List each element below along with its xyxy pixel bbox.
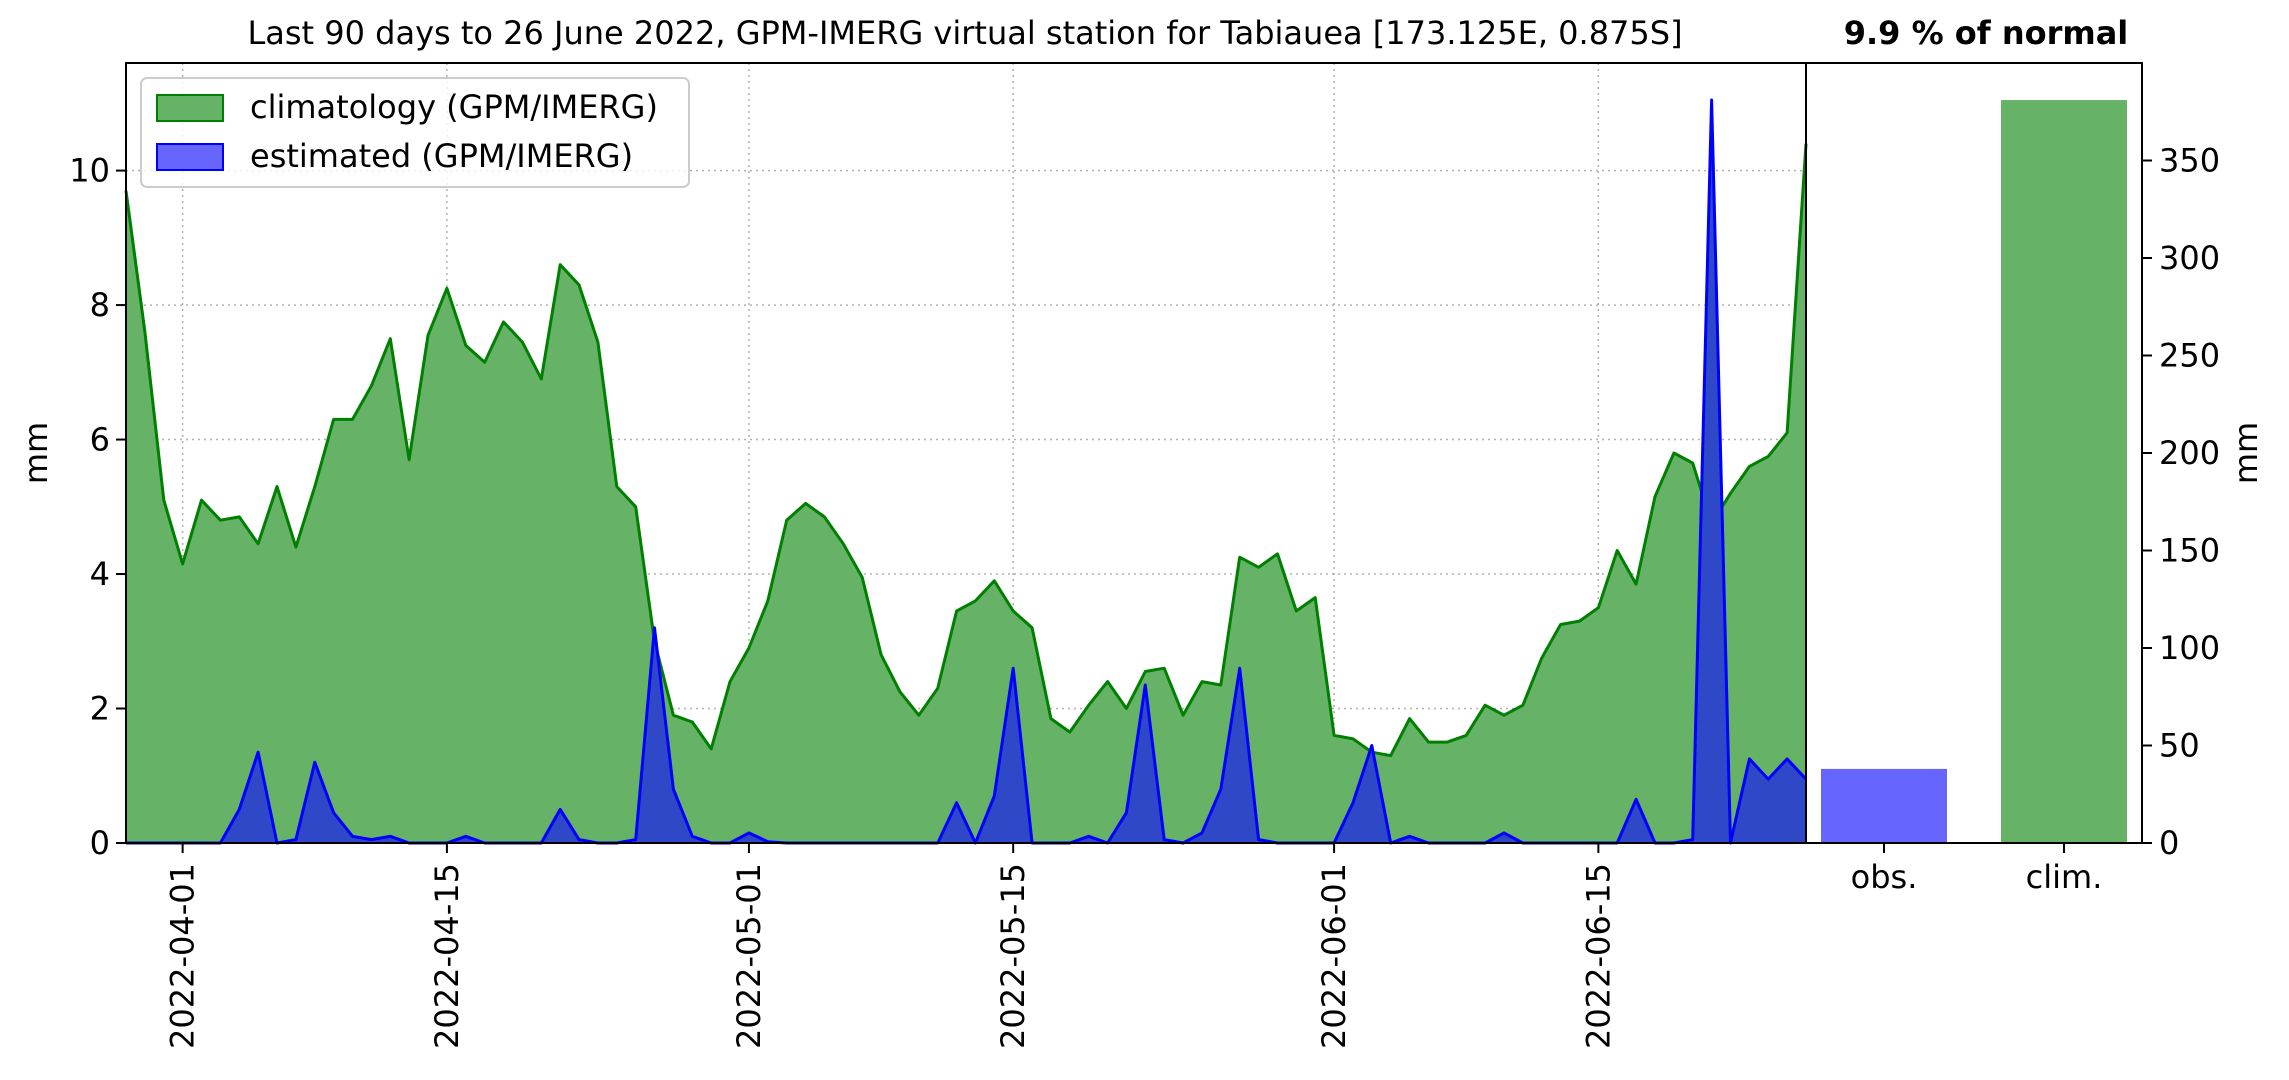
y-tick-label: 8: [90, 286, 110, 324]
total-bars: [1821, 100, 2127, 844]
bar-chart-y-label: mm: [2227, 422, 2265, 484]
legend-label-climatology: climatology (GPM/IMERG): [250, 88, 658, 126]
legend-swatch-estimated: [156, 143, 224, 171]
main-chart: Last 90 days to 26 June 2022, GPM-IMERG …: [17, 14, 1808, 1049]
legend-swatch-climatology: [156, 94, 224, 122]
x-tick-label: 2022-06-15: [1579, 863, 1617, 1049]
bar-obs: [1821, 768, 1947, 843]
y-tick-label: 2: [90, 690, 110, 728]
bar-category-label: obs.: [1851, 858, 1918, 896]
legend-label-estimated: estimated (GPM/IMERG): [250, 137, 633, 175]
x-tick-label: 2022-04-01: [164, 863, 202, 1049]
series-area: [126, 143, 1806, 843]
y-tick-label: 0: [90, 824, 110, 862]
y-tick-label: 6: [90, 421, 110, 459]
y-tick-label: 10: [69, 152, 110, 190]
series-line: [124, 143, 1808, 758]
x-tick-label: 2022-05-01: [730, 863, 768, 1049]
main-chart-title: Last 90 days to 26 June 2022, GPM-IMERG …: [247, 14, 1682, 52]
x-tick-label: 2022-04-15: [428, 863, 466, 1049]
bar-chart-y-axis: 0 50 100 150 200 250 300 350: [2142, 142, 2220, 862]
bar-chart-x-axis: obs. clim.: [1851, 843, 2103, 896]
bar-y-tick-label: 0: [2159, 824, 2179, 862]
bar-y-tick-label: 50: [2159, 727, 2200, 765]
x-tick-label: 2022-05-15: [994, 863, 1032, 1049]
bar-y-tick-label: 300: [2159, 239, 2220, 277]
climatology-series: [124, 143, 1808, 843]
x-tick-label: 2022-06-01: [1315, 863, 1353, 1049]
legend: climatology (GPM/IMERG) estimated (GPM/I…: [140, 77, 690, 188]
bar-y-tick-label: 250: [2159, 337, 2220, 375]
bar-clim: [2001, 100, 2127, 844]
main-chart-x-axis: 2022-04-01 2022-04-15 2022-05-01 2022-05-15…: [164, 843, 1617, 1049]
percent-of-normal-title: 9.9 % of normal: [1844, 14, 2129, 52]
main-chart-y-label: mm: [17, 422, 55, 484]
total-bar-chart: 9.9 % of normal 0 50 100 150 200 250 300 350 ob…: [1805, 14, 2265, 896]
y-tick-label: 4: [90, 555, 110, 593]
legend-box: [140, 77, 690, 188]
bar-y-tick-label: 150: [2159, 532, 2220, 570]
bar-category-label: clim.: [2026, 858, 2103, 896]
bar-y-tick-label: 200: [2159, 434, 2220, 472]
bar-y-tick-label: 350: [2159, 142, 2220, 180]
bar-y-tick-label: 100: [2159, 629, 2220, 667]
main-chart-y-axis: 0 2 4 6 8 10: [69, 152, 126, 862]
